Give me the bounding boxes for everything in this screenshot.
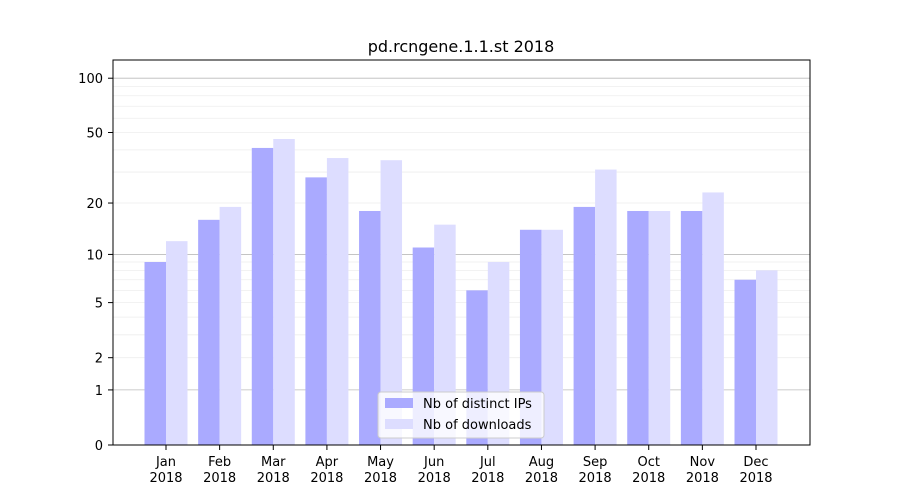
bar-downloads xyxy=(273,139,295,445)
x-tick-label: May 2018 xyxy=(364,455,397,486)
bar-downloads xyxy=(702,192,724,445)
x-tick-label: Feb 2018 xyxy=(203,455,236,486)
plot-frame xyxy=(112,59,811,446)
bar-downloads xyxy=(166,241,188,445)
y-tick-label: 50 xyxy=(86,127,103,142)
bar-ips xyxy=(198,219,220,445)
bar-ips xyxy=(573,206,596,445)
bar-ips xyxy=(305,177,327,445)
x-tick-label: Oct 2018 xyxy=(632,455,665,486)
bar-ips xyxy=(627,210,649,445)
bar-downloads xyxy=(326,158,349,445)
bar-downloads xyxy=(756,270,778,445)
y-tick-label: 2 xyxy=(95,352,103,367)
y-tick-label: 10 xyxy=(86,248,103,263)
bar-ips xyxy=(734,279,756,445)
y-tick-label: 100 xyxy=(78,72,103,87)
bar-downloads xyxy=(219,206,242,445)
x-tick-label: Mar 2018 xyxy=(257,455,290,486)
x-tick-label: Jul 2018 xyxy=(471,455,504,486)
bar-ips xyxy=(519,229,542,445)
legend-swatch-ips xyxy=(385,398,413,408)
y-tick-label: 5 xyxy=(95,297,103,312)
bars xyxy=(144,139,778,445)
x-tick-label: Jun 2018 xyxy=(418,455,451,486)
y-tick-label: 0 xyxy=(95,439,103,454)
legend-label-ips: Nb of distinct IPs xyxy=(423,397,532,412)
legend-swatch-downloads xyxy=(385,419,413,429)
x-tick-label: Apr 2018 xyxy=(310,455,343,486)
y-tick-label: 20 xyxy=(86,197,103,212)
legend: Nb of distinct IPs Nb of downloads xyxy=(377,391,545,439)
bar-ips xyxy=(251,147,274,445)
chart-title: pd.rcngene.1.1.st 2018 xyxy=(368,37,555,56)
legend-label-downloads: Nb of downloads xyxy=(423,418,532,433)
x-tick-label: Aug 2018 xyxy=(525,455,558,486)
bar-ips xyxy=(680,210,703,445)
x-tick-label: Dec 2018 xyxy=(739,455,772,486)
bar-ips xyxy=(144,262,166,445)
bar-downloads xyxy=(595,169,617,445)
x-tick-label: Jan 2018 xyxy=(149,455,182,486)
x-axis: Jan 2018 Feb 2018 Mar 2018 Apr 2018 May 2018 Jun 20… xyxy=(149,445,773,486)
x-tick-label: Sep 2018 xyxy=(579,455,612,486)
bar-ips xyxy=(359,210,381,445)
x-tick-label: Nov 2018 xyxy=(686,455,719,486)
bar-downloads xyxy=(648,210,671,445)
bar-downloads xyxy=(380,160,403,445)
bar-downloads xyxy=(434,224,456,445)
y-tick-label: 1 xyxy=(95,384,103,399)
bar-downloads xyxy=(541,229,563,445)
y-axis: 0 1 2 5 10 20 50 100 xyxy=(78,72,113,454)
